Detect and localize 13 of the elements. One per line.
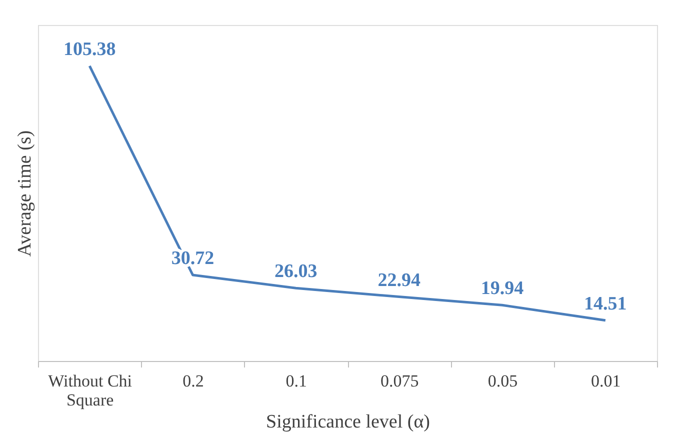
data-label: 19.94: [480, 278, 524, 300]
x-tick-label: 0.05: [488, 372, 518, 390]
x-tick-label: 0.075: [380, 372, 419, 390]
data-label: 105.38: [63, 38, 116, 60]
data-label: 22.94: [378, 270, 421, 291]
x-axis-title: Significance level (α): [266, 412, 430, 432]
data-label: 26.03: [274, 261, 318, 282]
x-tick-label: 0.01: [591, 372, 621, 390]
data-label: 14.51: [584, 293, 627, 314]
y-axis-title: Average time (s): [14, 130, 36, 257]
x-tick-label: 0.2: [182, 372, 204, 390]
x-tick-label: Without Chi Square: [48, 372, 132, 410]
x-tick-label: 0.1: [286, 372, 308, 390]
